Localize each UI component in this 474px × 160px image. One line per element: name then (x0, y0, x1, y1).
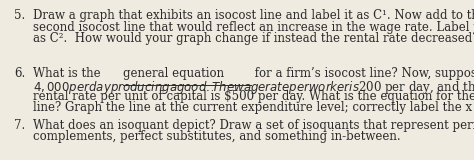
Text: for a firm’s isocost line? Now, suppose a firm spends: for a firm’s isocost line? Now, suppose … (251, 68, 474, 80)
Text: What does an isoquant depict? Draw a set of isoquants that represent perfect: What does an isoquant depict? Draw a set… (33, 119, 474, 132)
Text: second isocost line that would reflect an increase in the wage rate. Label this : second isocost line that would reflect a… (33, 21, 474, 34)
Text: What is the: What is the (33, 68, 104, 80)
Text: line? Graph the line at the current expenditure level; correctly label the x and: line? Graph the line at the current expe… (33, 101, 474, 114)
Text: Draw a graph that exhibits an isocost line and label it as C¹. Now add to the gr: Draw a graph that exhibits an isocost li… (33, 9, 474, 22)
Text: 6.: 6. (14, 68, 25, 80)
Text: as C².  How would your graph change if instead the rental rate decreased?: as C². How would your graph change if in… (33, 32, 474, 45)
Text: $4,000 per day producing a good. The wage rate per worker is $200 per day, and t: $4,000 per day producing a good. The wag… (33, 79, 474, 96)
Text: 5.: 5. (14, 9, 25, 22)
Text: general equation: general equation (123, 68, 224, 80)
Text: rental rate per unit of capital is $500 per day. What is the equation for the fi: rental rate per unit of capital is $500 … (33, 90, 474, 103)
Text: complements, perfect substitutes, and something in-between.: complements, perfect substitutes, and so… (33, 131, 400, 144)
Text: 7.: 7. (14, 119, 25, 132)
